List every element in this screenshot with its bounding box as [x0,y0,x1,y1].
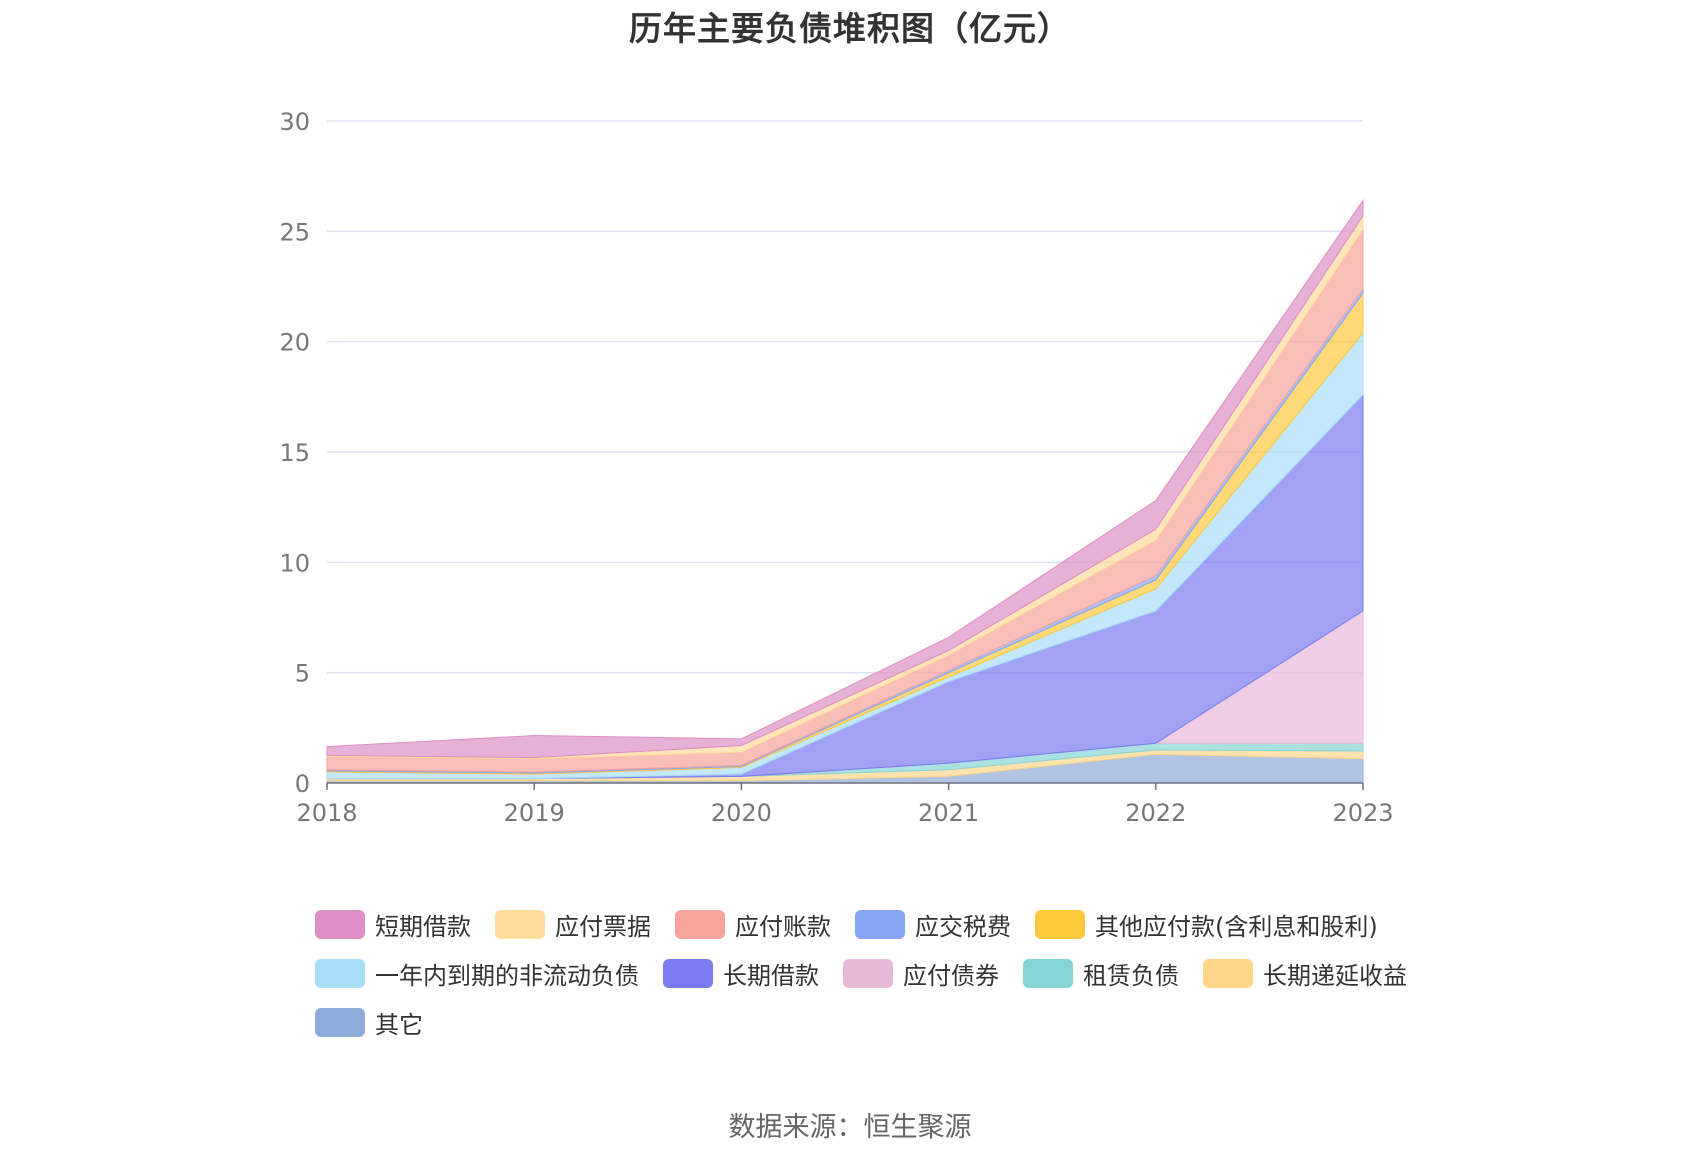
y-tick-label: 10 [279,549,310,577]
legend-swatch [315,959,365,988]
legend-item-bonds-payable[interactable]: 应付债券 [843,956,999,991]
legend-swatch [663,959,713,988]
chart-title: 历年主要负债堆积图（亿元） [629,9,1071,48]
legend-item-short-term-loans[interactable]: 短期借款 [315,907,471,942]
legend-item-taxes-payable[interactable]: 应交税费 [855,907,1011,942]
y-tick-label: 5 [295,660,310,688]
x-tick-label: 2019 [504,799,565,827]
data-source: 数据来源：恒生聚源 [728,1112,972,1143]
legend-swatch [843,959,893,988]
legend-label: 应付票据 [555,913,651,941]
legend: 短期借款 应付票据 应付账款 应交税费 其他应付款(含利息和股利) 一年内到期的… [315,900,1465,1047]
x-tick-label: 2018 [296,799,357,827]
legend-swatch [855,910,905,939]
legend-swatch [675,910,725,939]
legend-item-current-noncurrent-liabilities[interactable]: 一年内到期的非流动负债 [315,956,639,991]
legend-label: 应交税费 [915,913,1011,941]
area-series [326,198,1364,759]
legend-swatch [315,910,365,939]
x-tick-label: 2023 [1332,799,1393,827]
legend-label: 短期借款 [375,913,471,941]
legend-swatch [315,1008,365,1037]
legend-label: 其它 [375,1011,423,1039]
legend-swatch [495,910,545,939]
y-tick-label: 0 [295,770,310,798]
x-tick-label: 2021 [918,799,979,827]
legend-item-other-payables[interactable]: 其他应付款(含利息和股利) [1035,907,1378,942]
legend-item-long-term-loans[interactable]: 长期借款 [663,956,819,991]
legend-row: 一年内到期的非流动负债 长期借款 应付债券 租赁负债 长期递延收益 [315,949,1465,998]
x-tick-label: 2020 [711,799,772,827]
legend-label: 一年内到期的非流动负债 [375,962,639,990]
legend-swatch [1203,959,1253,988]
legend-label: 长期借款 [723,962,819,990]
x-tick-label: 2022 [1125,799,1186,827]
y-tick-label: 25 [279,218,310,246]
y-tick-label: 15 [279,439,310,467]
legend-label: 长期递延收益 [1263,962,1407,990]
legend-item-notes-payable[interactable]: 应付票据 [495,907,651,942]
legend-swatch [1023,959,1073,988]
legend-item-deferred-income[interactable]: 长期递延收益 [1203,956,1407,991]
legend-item-accounts-payable[interactable]: 应付账款 [675,907,831,942]
y-tick-label: 20 [279,329,310,357]
legend-label: 其他应付款(含利息和股利) [1095,913,1378,941]
legend-label: 应付债券 [903,962,999,990]
legend-row: 短期借款 应付票据 应付账款 应交税费 其他应付款(含利息和股利) [315,900,1465,949]
legend-label: 应付账款 [735,913,831,941]
y-tick-label: 30 [279,108,310,136]
legend-swatch [1035,910,1085,939]
legend-label: 租赁负债 [1083,962,1179,990]
legend-item-other[interactable]: 其它 [315,1005,423,1040]
legend-row: 其它 [315,998,1465,1047]
legend-item-lease-liabilities[interactable]: 租赁负债 [1023,956,1179,991]
